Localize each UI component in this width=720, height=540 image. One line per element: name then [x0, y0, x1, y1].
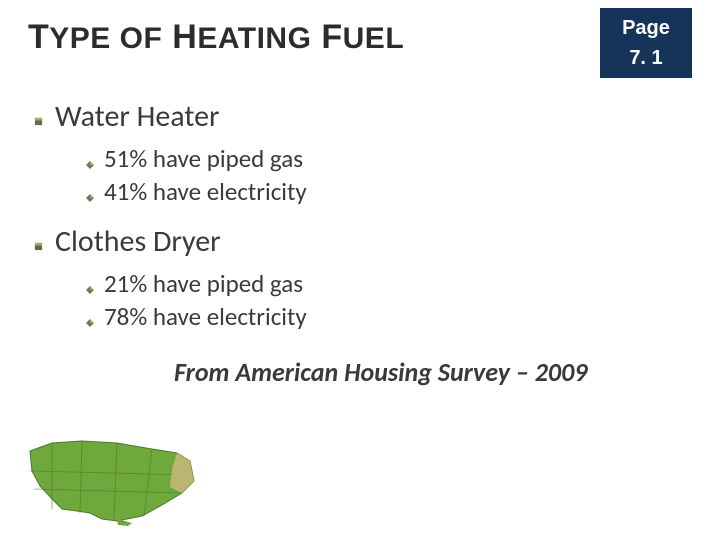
stat-text: 21% have piped gas — [104, 268, 303, 299]
bullet-icon — [34, 237, 43, 246]
list-item: 78% have electricity — [86, 301, 720, 332]
content: Water Heater 51% have piped gas 41% have… — [0, 78, 720, 388]
title-frag: F — [311, 18, 342, 56]
title-frag: YPE OF — [49, 22, 162, 55]
bullet-icon — [86, 155, 94, 163]
page-badge: Page 7. 1 — [600, 8, 692, 78]
section-heading: Water Heater — [55, 98, 219, 135]
list-item: Clothes Dryer — [34, 223, 720, 260]
list-item: 21% have piped gas — [86, 268, 720, 299]
list-item: 41% have electricity — [86, 176, 720, 207]
page-title: TYPE OF HEATING FUEL — [28, 18, 404, 57]
stat-text: 41% have electricity — [104, 176, 307, 207]
sub-list: 21% have piped gas 78% have electricity — [34, 260, 720, 342]
header-row: TYPE OF HEATING FUEL Page 7. 1 — [0, 0, 720, 78]
stat-text: 51% have piped gas — [104, 143, 303, 174]
section-heading: Clothes Dryer — [55, 223, 221, 260]
bullet-icon — [86, 188, 94, 196]
source-citation: From American Housing Survey – 2009 — [34, 342, 720, 388]
title-frag: EATING — [197, 22, 311, 55]
sub-list: 51% have piped gas 41% have electricity — [34, 135, 720, 217]
title-frag: H — [162, 18, 197, 56]
bullet-icon — [34, 112, 43, 121]
bullet-icon — [86, 313, 94, 321]
title-frag: T — [28, 18, 49, 56]
stat-text: 78% have electricity — [104, 301, 307, 332]
us-map-icon — [22, 431, 202, 526]
title-frag: UEL — [343, 22, 405, 55]
bullet-icon — [86, 280, 94, 288]
page-badge-number: 7. 1 — [600, 43, 692, 73]
page-badge-label: Page — [600, 13, 692, 43]
list-item: 51% have piped gas — [86, 143, 720, 174]
list-item: Water Heater — [34, 98, 720, 135]
